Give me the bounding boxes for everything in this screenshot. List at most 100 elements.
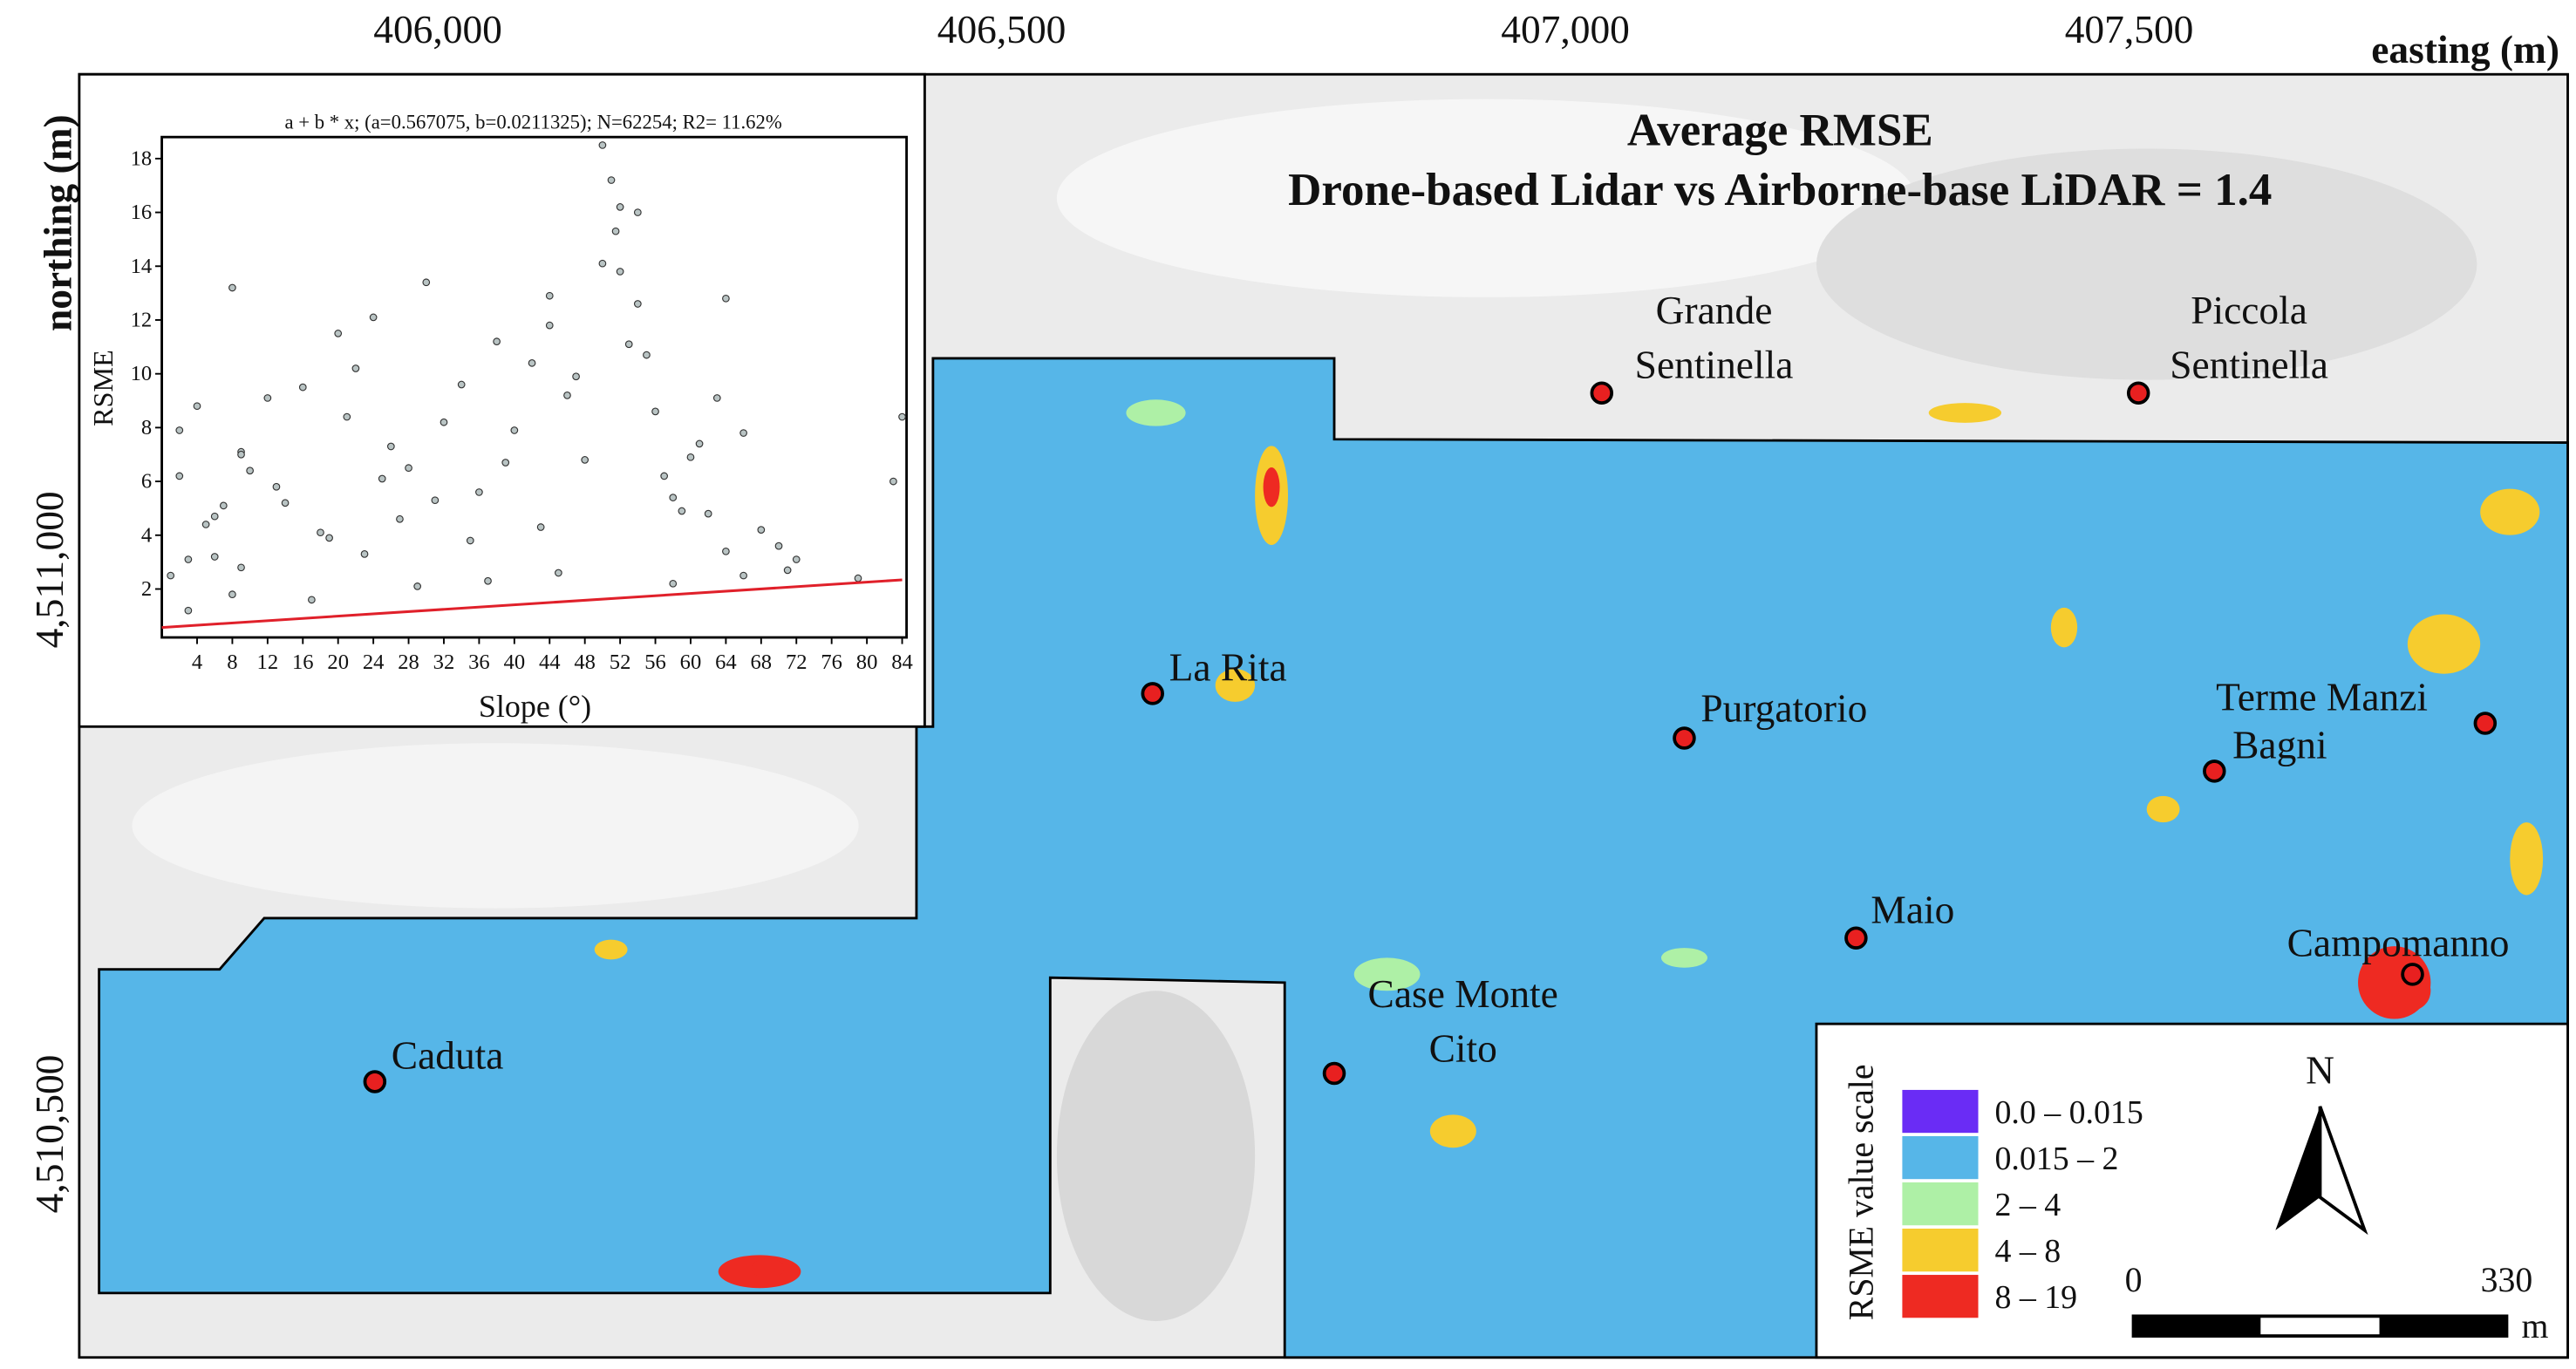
- scatter-point: [298, 383, 307, 392]
- scatter-point: [757, 526, 766, 534]
- scatter-point: [712, 394, 721, 402]
- legend-label: 8 – 19: [1994, 1279, 2077, 1316]
- rmse-patch: [2407, 614, 2481, 674]
- north-arrow: [2318, 1106, 2368, 1236]
- scatter-point: [624, 340, 633, 349]
- scatter-point: [598, 259, 607, 268]
- legend-swatch: [1902, 1275, 1979, 1318]
- scatter-point: [739, 571, 747, 580]
- x-tick-label: 407,500: [2065, 8, 2194, 51]
- x-axis-label: easting (m): [2371, 28, 2559, 72]
- rmse-patch: [2480, 488, 2540, 535]
- hillshade: [132, 99, 2477, 1322]
- scatter-point: [228, 590, 236, 599]
- place-label: Maio: [1871, 889, 1954, 932]
- scatter-point: [722, 294, 730, 303]
- scatter-point: [774, 541, 783, 550]
- scatter-point: [528, 358, 536, 367]
- x-tick-label: 36: [468, 650, 490, 674]
- legend-swatch: [1902, 1182, 1979, 1226]
- y-tick-label: 6: [141, 470, 152, 494]
- scatter-point: [510, 426, 519, 434]
- place-marker: [1844, 926, 1868, 950]
- scatter-point: [210, 512, 219, 521]
- scatter-point: [413, 582, 422, 590]
- scatter-point: [246, 467, 254, 475]
- scatter-point: [466, 536, 474, 545]
- place-label: Piccola: [2191, 289, 2307, 332]
- scatter-point: [651, 407, 659, 416]
- place-label: Cito: [1429, 1027, 1497, 1071]
- scale-bar: [2131, 1314, 2509, 1338]
- rmse-patch: [2146, 795, 2180, 823]
- legend-label: 0.0 – 0.015: [1994, 1094, 2143, 1131]
- place-label: Caduta: [392, 1033, 504, 1077]
- scatter-point: [272, 482, 281, 491]
- rmse-patch: [594, 939, 628, 960]
- scatter-point: [431, 496, 440, 505]
- scatter: 4 8 12 16 20 24 28 32 36 40 44 48 52 56 60 64 68 72 76 80 84…: [131, 141, 913, 674]
- scatter-point: [633, 208, 642, 216]
- rmse-patch: [1660, 948, 1707, 968]
- x-tick-label: 60: [680, 650, 702, 674]
- scatter-point: [889, 477, 897, 486]
- y-tick-label: 18: [131, 146, 153, 170]
- scatter-point: [184, 606, 193, 615]
- scatter-point: [405, 464, 412, 473]
- scatter-point: [501, 459, 510, 467]
- scatter-point: [545, 321, 554, 330]
- plot-area: [160, 135, 909, 639]
- scatter-point: [611, 227, 620, 235]
- rmse-patches: [594, 399, 2544, 1289]
- x-tick-label: 20: [327, 650, 349, 674]
- place-labels: Grande Sentinella Piccola Sentinella La …: [392, 289, 2510, 1077]
- scatter-point: [695, 439, 704, 448]
- place-label: Terme Manzi: [2216, 675, 2428, 719]
- x-tick-label: 40: [504, 650, 526, 674]
- scatter-point: [210, 553, 219, 561]
- scatter-point: [201, 521, 210, 528]
- place-label: La Rita: [1169, 645, 1287, 689]
- scatter-point: [484, 576, 492, 585]
- place-label: Bagni: [2232, 723, 2327, 766]
- scatter-point: [175, 426, 184, 434]
- map-title: Drone-based Lidar vs Airborne-base LiDAR…: [1288, 165, 2272, 215]
- place-label: Sentinella: [1635, 344, 1794, 387]
- rmse-patch: [2510, 822, 2544, 896]
- fit-line: [161, 578, 903, 630]
- place-marker: [1141, 682, 1164, 705]
- scatter-point: [228, 283, 236, 292]
- scatter-point: [396, 514, 404, 523]
- place-label: Sentinella: [2170, 344, 2328, 387]
- place-marker: [1322, 1061, 1346, 1086]
- x-tick-label: 28: [398, 650, 419, 674]
- y-tick-label: 4: [141, 523, 152, 547]
- x-tick-label: 52: [610, 650, 631, 674]
- place-marker: [2203, 759, 2226, 783]
- scatter-point: [572, 372, 580, 381]
- legend-swatch: [1902, 1229, 1979, 1272]
- scatter-point: [643, 351, 651, 359]
- scatter-point: [669, 494, 678, 501]
- rmse-patch: [1126, 399, 1186, 426]
- x-axis-label: Slope (°): [479, 689, 591, 724]
- scatter-point: [493, 337, 501, 346]
- scatter-point: [378, 474, 386, 483]
- place-label: Case Monte: [1368, 972, 1558, 1016]
- place-label: Grande: [1656, 289, 1773, 332]
- y-tick-label: 8: [141, 416, 152, 439]
- scatter-point: [263, 394, 272, 402]
- x-tick-label: 84: [891, 650, 913, 674]
- scatter-point: [343, 412, 351, 421]
- rmse-patch: [1429, 1114, 1476, 1148]
- scatter-point: [184, 555, 193, 563]
- scatter-point: [457, 380, 466, 389]
- y-axis-label: RSME: [87, 350, 119, 426]
- rmse-patch: [1928, 403, 2002, 423]
- rmse-patch: [1215, 669, 1256, 702]
- legend-title: RSME value scale: [1842, 1065, 1880, 1321]
- scatter-point: [545, 291, 554, 300]
- x-tick-label: 406,500: [937, 8, 1067, 51]
- x-tick-label: 48: [574, 650, 596, 674]
- x-tick-label: 56: [644, 650, 666, 674]
